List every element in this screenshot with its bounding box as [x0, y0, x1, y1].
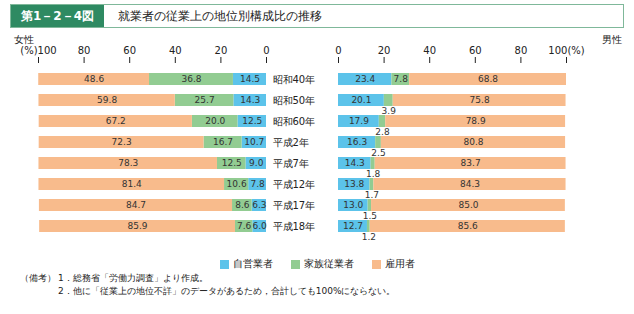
svg-text:14.3: 14.3 — [345, 158, 365, 168]
svg-text:59.8: 59.8 — [97, 95, 117, 105]
svg-text:平成18年: 平成18年 — [273, 221, 316, 232]
svg-text:0: 0 — [263, 45, 269, 56]
svg-text:平成12年: 平成12年 — [273, 179, 316, 190]
svg-text:100(%): 100(%) — [548, 45, 584, 56]
svg-text:80.8: 80.8 — [463, 137, 483, 147]
svg-text:85.9: 85.9 — [128, 221, 148, 231]
svg-text:13.8: 13.8 — [344, 179, 364, 189]
svg-text:平成2年: 平成2年 — [273, 137, 309, 148]
svg-text:男性: 男性 — [602, 34, 622, 45]
svg-text:81.4: 81.4 — [122, 179, 142, 189]
svg-text:9.0: 9.0 — [249, 158, 264, 168]
svg-text:80: 80 — [78, 45, 91, 56]
svg-text:1.8: 1.8 — [366, 169, 381, 179]
svg-text:12.5: 12.5 — [242, 116, 262, 126]
svg-text:女性: 女性 — [14, 34, 34, 45]
svg-text:6.3: 6.3 — [252, 200, 266, 210]
svg-text:1.5: 1.5 — [363, 211, 377, 221]
svg-text:60: 60 — [123, 45, 136, 56]
svg-text:67.2: 67.2 — [106, 116, 126, 126]
svg-text:16.3: 16.3 — [347, 137, 367, 147]
svg-text:1.7: 1.7 — [365, 190, 379, 200]
svg-text:75.8: 75.8 — [470, 95, 490, 105]
svg-text:16.7: 16.7 — [213, 137, 233, 147]
svg-text:12.7: 12.7 — [343, 221, 363, 231]
svg-text:1.2: 1.2 — [362, 232, 376, 242]
html-text:就業者の従業上の地位別構成比の推移: 就業者の従業上の地位別構成比の推移 — [118, 8, 323, 23]
svg-text:3.9: 3.9 — [382, 106, 397, 116]
svg-text:平成7年: 平成7年 — [273, 158, 309, 169]
svg-text:6.0: 6.0 — [252, 221, 267, 231]
svg-text:8.6: 8.6 — [235, 200, 250, 210]
svg-text:83.7: 83.7 — [461, 158, 481, 168]
svg-text:85.0: 85.0 — [458, 200, 478, 210]
html-text:家族従業者: 家族従業者 — [303, 258, 354, 269]
svg-text:36.8: 36.8 — [181, 74, 201, 84]
svg-text:20: 20 — [215, 45, 228, 56]
svg-text:68.8: 68.8 — [478, 74, 498, 84]
svg-text:84.7: 84.7 — [126, 200, 146, 210]
html-text:雇用者: 雇用者 — [384, 258, 415, 269]
svg-text:昭和40年: 昭和40年 — [273, 74, 316, 85]
svg-text:20.0: 20.0 — [205, 116, 225, 126]
svg-text:2.8: 2.8 — [375, 127, 390, 137]
svg-text:20.1: 20.1 — [351, 95, 371, 105]
svg-text:13.0: 13.0 — [343, 200, 363, 210]
svg-text:14.3: 14.3 — [240, 95, 260, 105]
svg-text:2.5: 2.5 — [371, 148, 385, 158]
svg-text:10.7: 10.7 — [244, 137, 264, 147]
svg-text:60: 60 — [469, 45, 482, 56]
svg-text:平成17年: 平成17年 — [273, 200, 316, 211]
svg-text:78.3: 78.3 — [118, 158, 138, 168]
svg-text:7.8: 7.8 — [250, 179, 265, 189]
html-text:2．他に「従業上の地位不詳」のデータがあるため，合計しても1: 2．他に「従業上の地位不詳」のデータがあるため，合計しても100%にならない。 — [58, 286, 396, 296]
svg-text:23.4: 23.4 — [355, 74, 375, 84]
svg-text:48.6: 48.6 — [84, 74, 104, 84]
html-text:第1－2－4図: 第1－2－4図 — [21, 9, 95, 23]
html-text:自営業者: 自営業者 — [232, 258, 273, 269]
svg-text:10.6: 10.6 — [227, 179, 247, 189]
svg-text:78.9: 78.9 — [466, 116, 486, 126]
svg-text:40: 40 — [423, 45, 436, 56]
svg-text:7.6: 7.6 — [237, 221, 252, 231]
svg-text:84.3: 84.3 — [460, 179, 480, 189]
svg-text:20: 20 — [378, 45, 391, 56]
html-text:（備考） 1．総務省「労働力調査」より作成。: （備考） 1．総務省「労働力調査」より作成。 — [20, 273, 208, 283]
svg-text:(%)100: (%)100 — [20, 45, 56, 56]
svg-text:40: 40 — [169, 45, 182, 56]
svg-text:昭和50年: 昭和50年 — [273, 95, 316, 106]
svg-text:85.6: 85.6 — [458, 221, 478, 231]
svg-text:17.9: 17.9 — [349, 116, 369, 126]
svg-text:14.5: 14.5 — [240, 74, 260, 84]
svg-text:0: 0 — [335, 45, 341, 56]
svg-text:昭和60年: 昭和60年 — [273, 116, 316, 127]
svg-text:12.5: 12.5 — [222, 158, 242, 168]
svg-text:25.7: 25.7 — [195, 95, 215, 105]
svg-text:7.8: 7.8 — [394, 74, 409, 84]
svg-text:80: 80 — [515, 45, 528, 56]
svg-text:72.3: 72.3 — [112, 137, 132, 147]
